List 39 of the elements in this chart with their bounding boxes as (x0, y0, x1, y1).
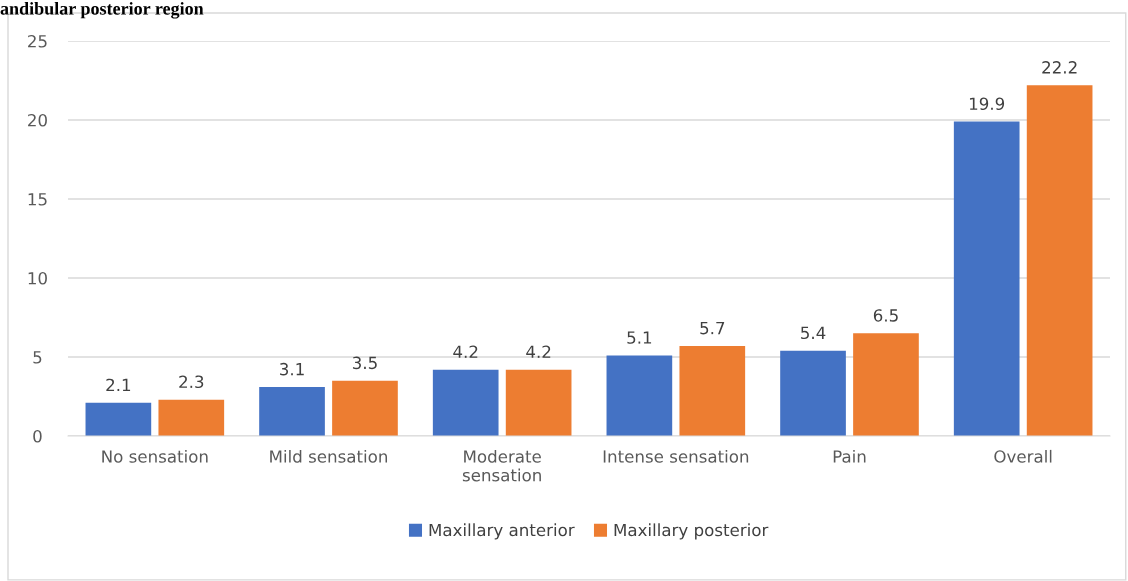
data-label: 4.2 (526, 345, 551, 358)
y-tick-label: 15 (28, 193, 47, 206)
data-label: 19.9 (969, 97, 1005, 111)
x-tick-label: Moderate sensation (462, 449, 541, 482)
data-label: 2.1 (106, 378, 131, 392)
bar (780, 350, 846, 436)
data-label: 5.1 (627, 331, 652, 344)
x-tick-label: Mild sensation (270, 449, 388, 463)
bar (505, 369, 572, 436)
x-tick-label: Overall (994, 449, 1052, 463)
data-label: 22.2 (1042, 61, 1077, 74)
y-tick-label: 25 (28, 34, 47, 48)
bar (679, 345, 746, 436)
bar (432, 369, 499, 436)
legend-label: Maxillary posterior (614, 523, 769, 540)
x-tick-label: No sensation (102, 449, 208, 463)
data-label: 5.4 (801, 326, 826, 340)
data-label: 2.3 (179, 375, 204, 389)
y-tick-label: 5 (33, 351, 42, 364)
bar (1026, 85, 1093, 436)
data-label: 3.5 (352, 356, 377, 370)
y-tick-label: 20 (28, 113, 47, 127)
data-label: 5.7 (700, 321, 725, 335)
x-tick-label: Intense sensation (603, 449, 749, 463)
legend-label: Maxillary anterior (429, 523, 575, 540)
bar (953, 121, 1020, 436)
bar (332, 380, 398, 436)
bar (853, 333, 919, 436)
chart-title: andibular posterior region (0, 2, 204, 19)
bar (85, 402, 152, 436)
data-label: 3.1 (280, 362, 304, 376)
bar (158, 399, 225, 436)
data-label: 4.2 (453, 345, 478, 358)
bar (606, 355, 673, 436)
y-tick-label: 10 (28, 271, 47, 285)
y-tick-label: 0 (33, 429, 42, 443)
bar (259, 387, 325, 436)
data-label: 6.5 (873, 309, 898, 322)
x-tick-label: Pain (833, 449, 866, 463)
